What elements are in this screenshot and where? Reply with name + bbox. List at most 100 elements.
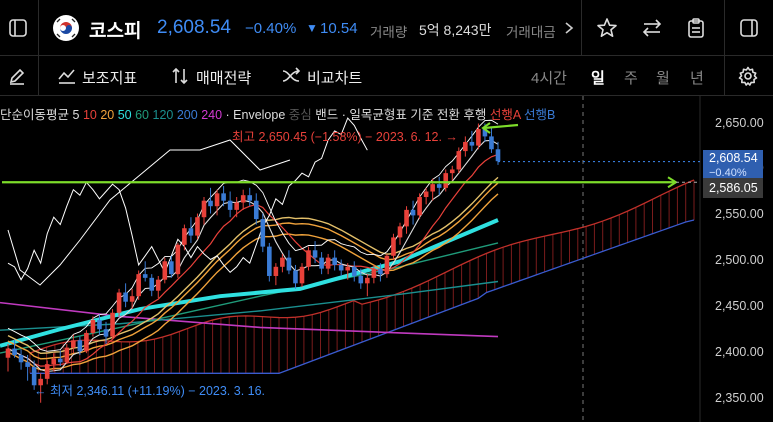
candle-body xyxy=(247,195,253,201)
current-price: 2,608.54 xyxy=(157,17,231,38)
candle-body xyxy=(214,193,220,207)
envelope-label[interactable]: · Envelope xyxy=(225,108,286,122)
candle-body xyxy=(136,274,141,297)
candle-body xyxy=(149,277,155,291)
candle-body xyxy=(476,129,481,146)
top-bar: 코스피 2,608.54 −0.40% ▼ 10.54 거래량 5억 8,243… xyxy=(0,0,773,56)
stock-name[interactable]: 코스피 xyxy=(89,21,142,42)
current-price-tag: 2,608.54 −0.40% xyxy=(703,150,763,183)
current-price-tag-value: 2,608.54 xyxy=(709,151,758,165)
current-change-tag-value: −0.40% xyxy=(709,167,747,179)
candle-body xyxy=(443,173,449,188)
candle-body xyxy=(463,141,468,152)
ma-period-50: 50 xyxy=(117,108,136,122)
ma-period-20: 20 xyxy=(100,108,118,122)
volume-label: 거래량 xyxy=(370,25,408,40)
candle-body xyxy=(273,266,279,276)
ma-periods: 5 10 20 50 60 120 200 240 xyxy=(73,108,226,122)
candle-body xyxy=(325,257,331,269)
strategy-icon[interactable] xyxy=(169,66,191,86)
lagging-span-line xyxy=(7,117,368,281)
candle-body xyxy=(495,149,501,162)
star-icon[interactable] xyxy=(594,15,620,41)
candle-body xyxy=(253,200,259,220)
strategy-button[interactable]: 매매전략 xyxy=(196,70,252,87)
ichimoku-label[interactable]: · 일목균형표 xyxy=(341,108,407,122)
tab-period-0[interactable]: 4시간 xyxy=(531,70,567,87)
price-axis-label: 2,550.00 xyxy=(715,207,764,222)
candle-body xyxy=(345,266,351,271)
ma-50-line xyxy=(0,218,499,348)
high-pointer-arrow xyxy=(483,123,519,130)
candle-body xyxy=(430,184,435,192)
lead-b-label: 선행B xyxy=(524,108,556,122)
candle-body xyxy=(18,354,24,363)
price-axis-label: 2,500.00 xyxy=(715,253,764,268)
ma-period-200: 200 xyxy=(176,108,202,122)
candle-body xyxy=(267,246,272,276)
price-axis-label: 2,400.00 xyxy=(715,345,764,360)
line-price-tag: 2,586.05 xyxy=(703,178,763,198)
candle-body xyxy=(221,193,226,201)
candle-body xyxy=(12,348,17,355)
candle-body xyxy=(110,312,115,337)
ma-240-line xyxy=(0,301,499,338)
chevron-right-icon[interactable] xyxy=(562,19,576,37)
candle-body xyxy=(195,217,200,236)
candle-body xyxy=(25,362,30,367)
band-label: 밴드 xyxy=(315,108,339,122)
compare-icon[interactable] xyxy=(280,66,302,86)
lagging-span-upper xyxy=(7,139,291,286)
candle-body xyxy=(182,228,187,245)
candle-body xyxy=(162,261,168,280)
candle-body xyxy=(397,226,403,238)
candle-body xyxy=(365,277,370,284)
candle-body xyxy=(227,200,233,210)
ma-120-line xyxy=(0,280,499,331)
gear-icon[interactable] xyxy=(737,65,759,87)
candle-body xyxy=(338,264,344,271)
candle-body xyxy=(299,266,305,284)
sidebar-toggle-icon[interactable] xyxy=(6,16,30,40)
candle-body xyxy=(423,191,429,198)
candle-body xyxy=(469,141,475,146)
pencil-icon[interactable] xyxy=(6,65,28,87)
candle-body xyxy=(142,274,148,278)
tab-period-2[interactable]: 주 xyxy=(624,70,638,87)
candle-body xyxy=(378,268,383,275)
indicator-legend: 단순이동평균 5 10 20 50 60 120 200 240 · Envel… xyxy=(0,104,555,123)
candle-body xyxy=(293,270,298,284)
price-chart[interactable] xyxy=(0,96,773,422)
swap-icon[interactable] xyxy=(639,15,665,41)
candle-body xyxy=(169,261,174,275)
down-arrow-icon: ▼ xyxy=(306,21,318,35)
candle-body xyxy=(64,347,70,363)
lead-b-line xyxy=(30,219,695,374)
chart-toolbar: 보조지표 매매전략 비교차트 4시간 일 주 월 년 xyxy=(0,56,773,96)
ma-60-line xyxy=(0,242,499,354)
compare-button[interactable]: 비교차트 xyxy=(307,70,363,87)
indicator-icon[interactable] xyxy=(56,66,78,86)
candle-body xyxy=(410,209,416,216)
ichimoku-lag: 후행 xyxy=(463,108,487,122)
change-percent: −0.40% xyxy=(245,20,297,37)
candle-body xyxy=(260,219,266,247)
envelope-mid: 중심 xyxy=(288,108,312,122)
candle-body xyxy=(155,279,161,291)
candle-body xyxy=(312,250,318,258)
price-axis-label: 2,650.00 xyxy=(715,115,764,130)
envelope-upper xyxy=(7,119,499,352)
ma-20-band-upper xyxy=(7,176,499,354)
candle-body xyxy=(51,358,57,365)
candle-body xyxy=(384,255,390,275)
panel-toggle-icon[interactable] xyxy=(737,16,761,40)
tab-period-1[interactable]: 일 xyxy=(591,70,605,87)
tab-period-3[interactable]: 월 xyxy=(656,70,670,87)
clipboard-icon[interactable] xyxy=(683,15,709,41)
candle-body xyxy=(449,169,455,174)
ma-label[interactable]: 단순이동평균 xyxy=(0,108,70,122)
candle-body xyxy=(175,244,181,275)
volume-value: 5억 8,243만 xyxy=(419,22,492,38)
tab-period-4[interactable]: 년 xyxy=(690,70,704,87)
indicators-button[interactable]: 보조지표 xyxy=(82,70,138,87)
